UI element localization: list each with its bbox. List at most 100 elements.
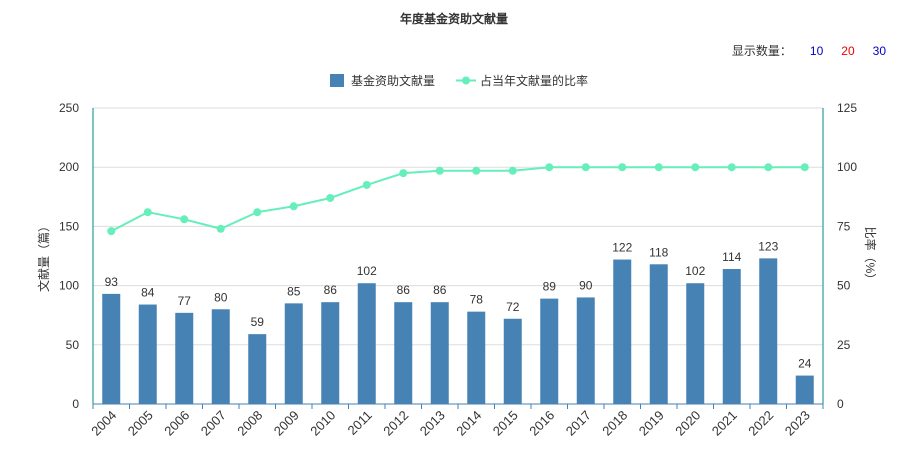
bar-value-label: 114 <box>722 250 741 264</box>
bar[interactable] <box>102 293 121 404</box>
x-axis-tick-label: 2004 <box>88 408 119 439</box>
bar-value-label: 86 <box>397 283 411 297</box>
bar-value-label: 123 <box>758 239 778 253</box>
bar[interactable] <box>284 303 303 404</box>
line-series <box>107 163 809 236</box>
x-axis-tick-label: 2006 <box>161 408 192 439</box>
bar[interactable] <box>321 302 340 404</box>
x-axis-tick-label: 2007 <box>198 408 229 439</box>
bar[interactable] <box>138 304 157 404</box>
legend-swatch-line-marker <box>462 76 470 85</box>
legend[interactable]: 基金资助文献量 占当年文献量的比率 <box>330 73 588 88</box>
bar-value-label: 122 <box>612 241 632 255</box>
y-axis-right-title: 比率（%） <box>863 227 878 286</box>
ratio-point[interactable] <box>654 163 663 172</box>
ratio-point[interactable] <box>216 224 225 233</box>
ratio-point[interactable] <box>107 227 116 236</box>
bar[interactable] <box>175 312 194 404</box>
bar-value-label: 86 <box>324 283 338 297</box>
ratio-point[interactable] <box>253 208 262 217</box>
ratio-point[interactable] <box>764 163 773 172</box>
display-count-option-20[interactable]: 20 <box>841 43 855 58</box>
x-axis-tick-label: 2018 <box>599 408 630 439</box>
x-axis-tick-label: 2022 <box>745 408 776 439</box>
bar[interactable] <box>759 258 778 404</box>
bar-value-label: 72 <box>506 300 520 314</box>
ratio-point[interactable] <box>399 169 408 178</box>
y-axis-left-tick-label: 0 <box>72 397 79 411</box>
legend-label-bars[interactable]: 基金资助文献量 <box>351 73 435 88</box>
bar-value-label: 90 <box>579 278 593 292</box>
x-axis-tick-label: 2014 <box>453 408 484 439</box>
bar-value-label: 85 <box>287 284 301 298</box>
x-axis-tick-label: 2023 <box>782 408 813 439</box>
bar[interactable] <box>394 302 413 404</box>
x-axis-tick-label: 2005 <box>125 408 156 439</box>
ratio-point[interactable] <box>472 166 481 175</box>
display-count-option-10[interactable]: 10 <box>809 43 824 58</box>
display-count-selector: 显示数量： 10 20 30 <box>732 42 886 59</box>
x-axis-tick-label: 2015 <box>490 408 521 439</box>
y-axis-right-tick-label: 125 <box>837 101 857 115</box>
grid-lines <box>93 107 823 346</box>
bar-value-label: 77 <box>178 294 192 308</box>
y-axis-right-tick-label: 100 <box>837 160 857 174</box>
bar-value-label: 102 <box>685 264 705 278</box>
x-axis-tick-label: 2019 <box>636 408 667 439</box>
bar[interactable] <box>248 334 267 404</box>
chart-title: 年度基金资助文献量 <box>399 12 508 26</box>
ratio-point[interactable] <box>800 163 809 172</box>
bar[interactable] <box>795 375 814 404</box>
ratio-point[interactable] <box>508 166 517 175</box>
ratio-line <box>110 166 805 233</box>
ratio-point[interactable] <box>289 202 298 211</box>
bar[interactable] <box>576 297 595 404</box>
ratio-point[interactable] <box>143 208 152 217</box>
ratio-point[interactable] <box>180 215 189 224</box>
bar[interactable] <box>357 283 376 404</box>
bar-value-label: 59 <box>251 315 265 329</box>
ratio-point[interactable] <box>727 163 736 172</box>
x-axis-tick-label: 2017 <box>563 408 594 439</box>
bar[interactable] <box>467 311 486 404</box>
x-axis-tick-label: 2011 <box>344 408 374 438</box>
ratio-point[interactable] <box>581 163 590 172</box>
bar[interactable] <box>722 269 741 404</box>
x-axis-tick-label: 2021 <box>709 408 740 439</box>
bar-value-label: 118 <box>649 245 668 259</box>
ratio-point[interactable] <box>618 163 627 172</box>
bar-value-label: 102 <box>357 264 377 278</box>
display-count-option-30[interactable]: 30 <box>872 43 886 58</box>
display-count-label: 显示数量： <box>731 44 792 58</box>
legend-swatch-bars <box>330 74 344 87</box>
bar[interactable] <box>503 318 522 404</box>
ratio-point[interactable] <box>435 166 444 175</box>
y-axis-right-tick-label: 50 <box>837 279 851 293</box>
y-axis-right-tick-label: 25 <box>837 338 851 352</box>
bar[interactable] <box>686 283 705 404</box>
ratio-point[interactable] <box>691 163 700 172</box>
bar-value-label: 89 <box>543 280 557 294</box>
bar[interactable] <box>211 309 230 404</box>
y-axis-left-tick-label: 100 <box>59 279 79 293</box>
ratio-point[interactable] <box>362 180 371 189</box>
ratio-point[interactable] <box>545 163 554 172</box>
y-axis-left-tick-label: 250 <box>59 101 79 115</box>
bar[interactable] <box>649 264 668 404</box>
y-axis-right-tick-label: 0 <box>837 397 844 411</box>
bar-value-label: 93 <box>105 275 119 289</box>
bar[interactable] <box>613 259 632 404</box>
x-axis-tick-label: 2012 <box>380 408 411 439</box>
y-axis-left-tick-label: 200 <box>59 160 79 174</box>
bar-value-label: 80 <box>214 290 228 304</box>
x-axis-tick-label: 2013 <box>417 408 448 439</box>
bar-value-label: 84 <box>141 286 155 300</box>
bar[interactable] <box>540 298 559 404</box>
bar-value-label: 78 <box>470 293 484 307</box>
legend-label-line[interactable]: 占当年文献量的比率 <box>480 73 588 88</box>
x-axis-tick-label: 2020 <box>672 408 703 439</box>
y-axis-left-title: 文献量（篇） <box>36 220 51 292</box>
ratio-point[interactable] <box>326 193 335 202</box>
bar[interactable] <box>430 302 449 404</box>
